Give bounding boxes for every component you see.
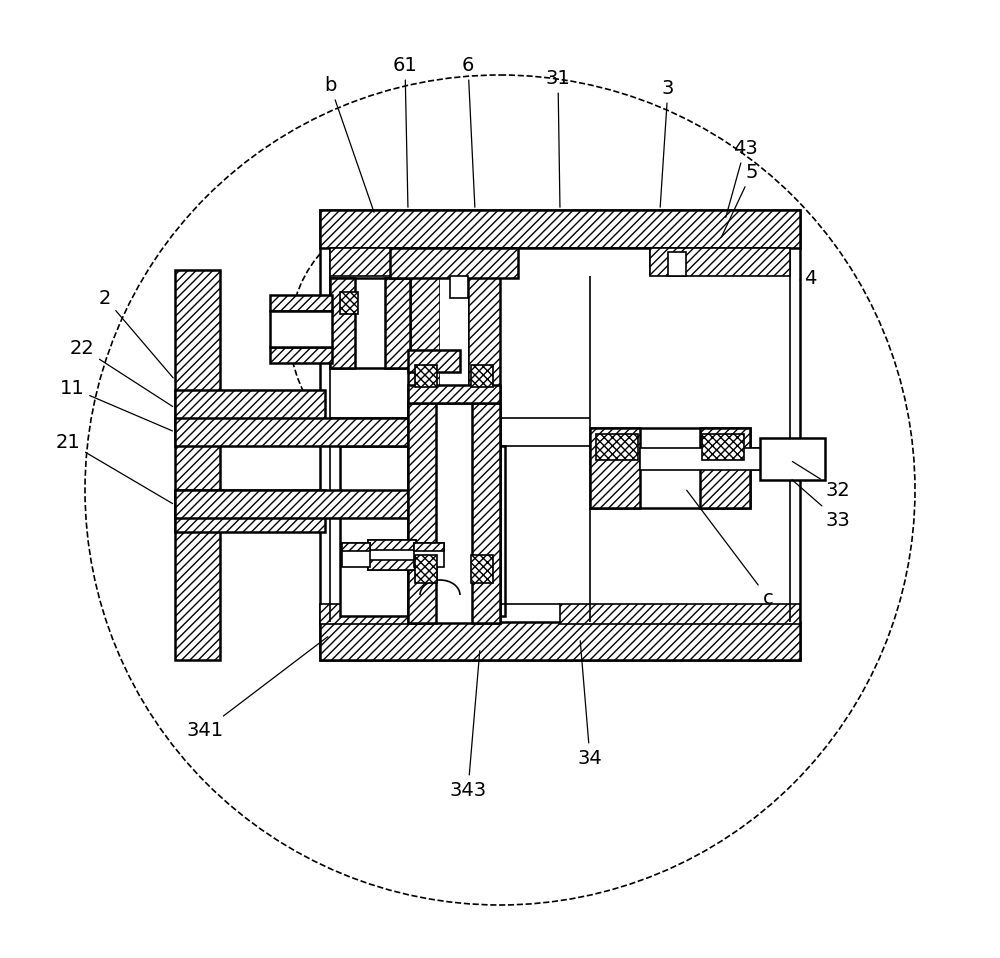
Bar bbox=[368, 540, 416, 570]
Bar bbox=[702, 434, 744, 460]
Bar bbox=[640, 448, 825, 470]
Bar bbox=[385, 278, 410, 368]
Text: 5: 5 bbox=[721, 163, 758, 238]
Bar bbox=[342, 543, 370, 551]
Bar bbox=[471, 365, 493, 387]
Text: c: c bbox=[687, 490, 773, 607]
Bar bbox=[700, 428, 750, 508]
Bar bbox=[368, 540, 416, 550]
Bar bbox=[408, 403, 500, 623]
Text: 34: 34 bbox=[578, 641, 602, 767]
Bar bbox=[270, 295, 332, 311]
Bar bbox=[320, 210, 800, 248]
Bar bbox=[175, 270, 220, 660]
Bar bbox=[408, 276, 440, 616]
Bar bbox=[342, 543, 370, 567]
Bar bbox=[320, 622, 800, 660]
Bar bbox=[408, 385, 500, 403]
Bar bbox=[175, 418, 420, 446]
Text: 4: 4 bbox=[800, 268, 816, 287]
Text: 22: 22 bbox=[70, 338, 173, 406]
Bar bbox=[340, 446, 505, 616]
Text: 341: 341 bbox=[186, 637, 328, 740]
Text: 3: 3 bbox=[660, 79, 674, 207]
Bar bbox=[650, 248, 790, 276]
Bar bbox=[408, 350, 460, 372]
Bar bbox=[760, 438, 825, 480]
Bar bbox=[320, 210, 800, 660]
Bar bbox=[330, 278, 355, 368]
Bar bbox=[175, 490, 325, 532]
Bar bbox=[468, 276, 500, 616]
Bar bbox=[175, 490, 420, 518]
Text: 21: 21 bbox=[56, 432, 173, 504]
Text: 61: 61 bbox=[393, 56, 417, 207]
Text: 6: 6 bbox=[462, 56, 475, 207]
Text: 11: 11 bbox=[60, 378, 172, 431]
Bar bbox=[270, 347, 332, 363]
Bar bbox=[590, 428, 750, 508]
Text: b: b bbox=[324, 76, 374, 213]
Text: 343: 343 bbox=[449, 650, 487, 800]
Bar bbox=[472, 403, 500, 623]
Bar bbox=[415, 555, 437, 583]
Text: 32: 32 bbox=[792, 462, 850, 499]
Bar bbox=[590, 428, 640, 508]
Bar bbox=[368, 560, 416, 570]
Bar bbox=[450, 276, 468, 298]
Bar bbox=[390, 248, 518, 278]
Bar bbox=[320, 604, 420, 624]
Bar bbox=[560, 604, 800, 624]
Bar bbox=[330, 278, 410, 368]
Bar bbox=[330, 248, 460, 276]
Bar bbox=[415, 365, 437, 387]
Text: 33: 33 bbox=[792, 480, 850, 530]
Bar bbox=[440, 276, 468, 616]
Bar bbox=[175, 390, 325, 432]
Text: 2: 2 bbox=[99, 288, 173, 377]
Bar bbox=[340, 292, 358, 314]
Bar bbox=[414, 543, 444, 551]
Text: 43: 43 bbox=[726, 139, 757, 217]
Bar bbox=[408, 403, 436, 623]
Bar bbox=[471, 555, 493, 583]
Bar bbox=[668, 252, 686, 276]
Bar bbox=[596, 434, 638, 460]
Bar bbox=[414, 543, 444, 567]
Text: 31: 31 bbox=[546, 69, 570, 207]
Bar bbox=[270, 311, 332, 347]
